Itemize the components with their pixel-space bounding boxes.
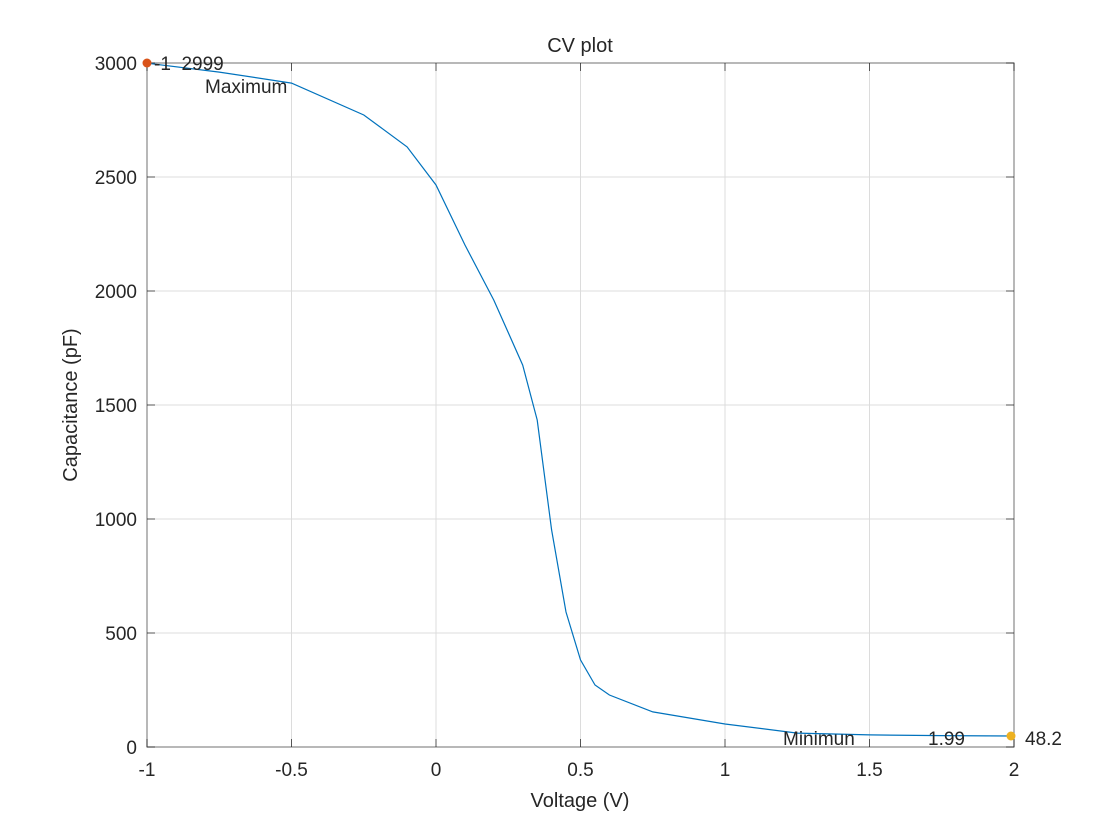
y-tick-label: 1500	[95, 396, 137, 417]
x-tick-label: -1	[139, 760, 156, 781]
minimum-marker	[1006, 731, 1016, 741]
grid-lines	[147, 63, 1014, 747]
x-axis-label: Voltage (V)	[531, 790, 630, 812]
minimum-label: Minimun	[783, 729, 855, 750]
y-axis-label: Capacitance (pF)	[60, 328, 82, 481]
maximum-datatip: -1 2999	[154, 54, 224, 75]
minimum-datatip-x: 1.99	[928, 729, 965, 750]
maximum-marker	[142, 58, 152, 68]
x-tick-label: 2	[1009, 760, 1020, 781]
x-tick-label: -0.5	[275, 760, 308, 781]
cv-curve-line	[146, 62, 1012, 737]
x-tick-label: 0.5	[567, 760, 593, 781]
axes-box	[146, 62, 1015, 748]
x-tick-label: 1	[720, 760, 731, 781]
y-tick-label: 0	[126, 738, 137, 759]
y-tick-labels: 0 500 1000 1500 2000 2500 3000	[95, 54, 137, 759]
x-tick-label: 1.5	[856, 760, 882, 781]
y-tick-label: 500	[105, 624, 137, 645]
minimum-datatip-y: 48.2	[1025, 729, 1062, 750]
chart-title: CV plot	[547, 35, 613, 57]
x-tick-labels: -1 -0.5 0 0.5 1 1.5 2	[139, 760, 1020, 781]
y-tick-label: 3000	[95, 54, 137, 75]
x-tick-label: 0	[431, 760, 442, 781]
maximum-label: Maximum	[205, 77, 287, 98]
y-tick-label: 2500	[95, 168, 137, 189]
y-tick-label: 2000	[95, 282, 137, 303]
y-tick-label: 1000	[95, 510, 137, 531]
